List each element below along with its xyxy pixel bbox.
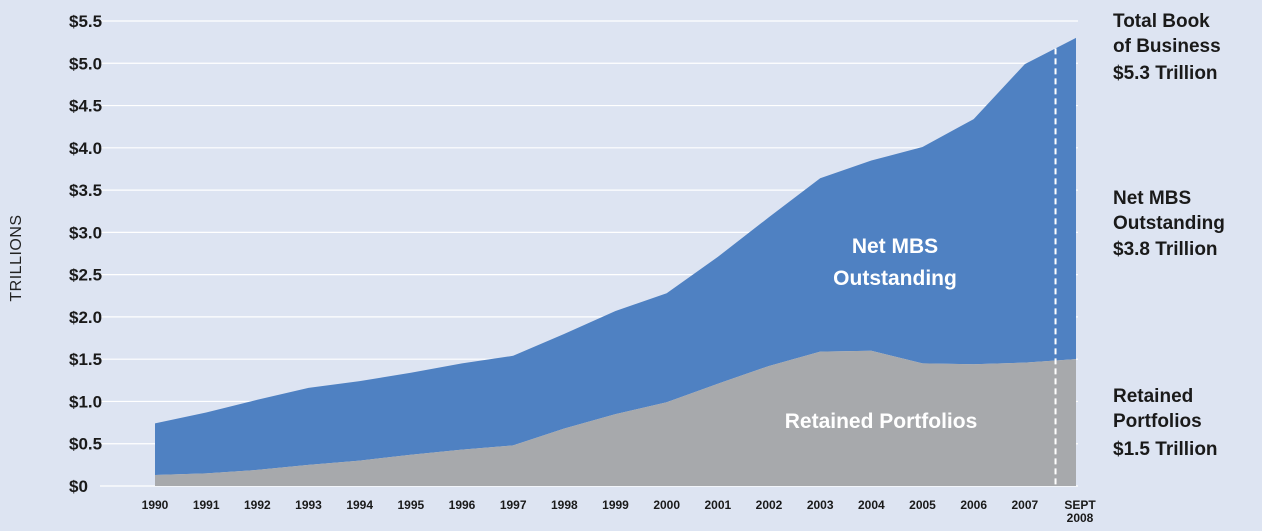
mbs-area-label-line1: Net MBS (852, 235, 938, 258)
side-mbs-line1: Net MBS (1113, 188, 1191, 209)
x-tick-label: 1990 (142, 498, 169, 512)
y-tick-label: $2.0 (69, 308, 102, 327)
x-tick-label: 1999 (602, 498, 629, 512)
y-tick-label: $1.0 (69, 392, 102, 411)
x-tick-label: 1998 (551, 498, 578, 512)
x-tick-label: 1997 (500, 498, 527, 512)
x-tick-label: 1992 (244, 498, 271, 512)
y-tick-label: $5.5 (69, 12, 102, 31)
x-tick-label: 2001 (704, 498, 731, 512)
area-labels: Net MBS Outstanding Retained Portfolios (785, 235, 978, 433)
x-tick-label: 2005 (909, 498, 936, 512)
side-total-line3: $5.3 Trillion (1113, 63, 1218, 84)
y-tick-label: $4.5 (69, 97, 102, 116)
x-tick-label: 2007 (1011, 498, 1038, 512)
side-mbs-line3: $3.8 Trillion (1113, 239, 1218, 260)
x-tick-label: 2003 (807, 498, 834, 512)
y-tick-label: $2.5 (69, 266, 102, 285)
retained-area-label: Retained Portfolios (785, 410, 978, 433)
y-tick-label: $3.0 (69, 223, 102, 242)
x-tick-label: 1995 (397, 498, 424, 512)
y-tick-label: $3.5 (69, 181, 102, 200)
x-tick-label: 2002 (756, 498, 783, 512)
x-tick-label: 1991 (193, 498, 220, 512)
side-retained-line2: Portfolios (1113, 411, 1202, 432)
y-tick-label: $4.0 (69, 139, 102, 158)
y-tick-label: $5.0 (69, 54, 102, 73)
y-axis-label: TRILLIONS (8, 214, 25, 301)
side-mbs-line2: Outstanding (1113, 213, 1225, 234)
mbs-area (155, 37, 1076, 476)
x-tick-label: SEPT 2008 (1064, 498, 1096, 525)
side-retained-line1: Retained (1113, 386, 1193, 407)
y-tick-labels: $0 $0.5 $1.0 $1.5 $2.0 $2.5 $3.0 $3.5 $4.0 $4.5 $5… (69, 12, 102, 496)
areas (155, 37, 1076, 486)
side-total-line2: of Business (1113, 36, 1221, 57)
y-tick-label: $0 (69, 477, 88, 496)
x-tick-label: 1993 (295, 498, 322, 512)
y-tick-label: $1.5 (69, 350, 102, 369)
side-total-line1: Total Book (1113, 11, 1210, 32)
y-tick-label: $0.5 (69, 435, 102, 454)
x-tick-label: 1996 (449, 498, 476, 512)
side-retained-line3: $1.5 Trillion (1113, 439, 1218, 460)
x-tick-label: 2006 (960, 498, 987, 512)
retained-area (155, 350, 1076, 486)
x-tick-label: 2000 (653, 498, 680, 512)
side-labels: Total Book of Business $5.3 Trillion Net… (1113, 11, 1225, 460)
x-tick-labels: 1990 1991 1992 1993 1994 1995 1996 1997 1998 1999… (142, 498, 1097, 525)
x-tick-label: 1994 (346, 498, 373, 512)
mbs-area-label-line2: Outstanding (833, 267, 957, 290)
x-tick-label: 2004 (858, 498, 885, 512)
